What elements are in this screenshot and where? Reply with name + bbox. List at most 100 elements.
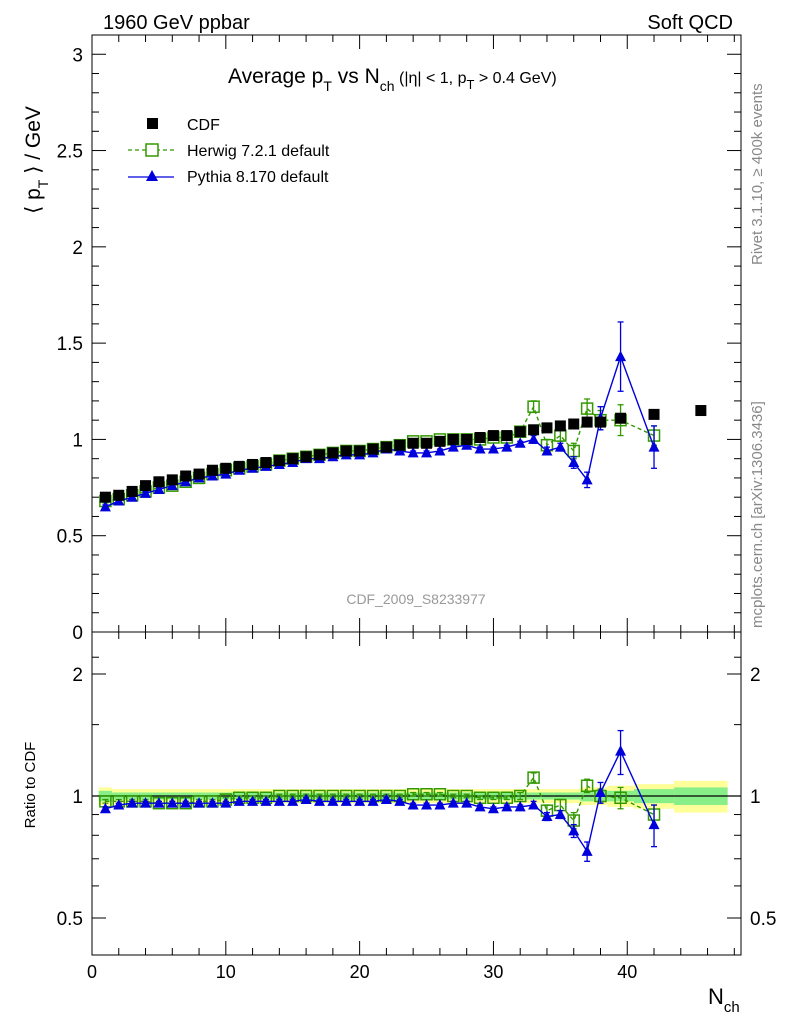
ratio-y-tick-label: 1 — [72, 787, 83, 808]
cdf-point — [233, 460, 245, 472]
cdf-point — [354, 445, 366, 457]
pythia-point — [541, 444, 553, 456]
pythia-point — [153, 797, 165, 808]
pythia-point — [367, 795, 379, 806]
cdf-point — [140, 480, 152, 492]
pythia-point — [447, 441, 459, 452]
pythia-point — [528, 433, 540, 444]
cdf-point — [260, 457, 272, 469]
legend-item-cdf: CDF — [147, 117, 220, 134]
herwig-point — [580, 402, 594, 415]
cdf-point — [528, 424, 540, 436]
y-tick-label: 2 — [72, 238, 83, 259]
y-tick-label: 1 — [72, 430, 83, 451]
pythia-point — [407, 446, 419, 458]
pythia-point — [140, 487, 152, 498]
pythia-point — [648, 441, 660, 452]
pythia-point — [380, 793, 392, 805]
pythia-point — [153, 483, 165, 494]
cdf-point — [474, 431, 486, 443]
cdf-point — [487, 430, 499, 442]
mcplots-source-label: mcplots.cern.ch [arXiv:1306.3436] — [749, 401, 766, 628]
cdf-point — [153, 476, 165, 488]
x-tick-label: 30 — [483, 962, 503, 982]
cdf-point — [380, 441, 392, 453]
pythia-point — [233, 795, 245, 806]
herwig-point — [614, 791, 627, 805]
x-axis-label: Nch — [708, 984, 740, 1016]
herwig-point — [580, 779, 594, 792]
pythia-point — [554, 808, 566, 820]
herwig-point — [527, 771, 540, 784]
pythia-point — [554, 441, 566, 452]
legend-marker-pythia — [146, 170, 158, 181]
pythia-point — [206, 797, 218, 808]
y-tick-label: 3 — [72, 45, 83, 66]
legend-label-herwig: Herwig 7.2.1 default — [187, 143, 330, 160]
cdf-point — [514, 426, 526, 438]
cdf-point — [434, 435, 446, 447]
pythia-point — [501, 800, 513, 812]
pythia-point — [421, 446, 433, 458]
cdf-point — [461, 433, 473, 445]
pythia-point — [126, 797, 138, 808]
y-tick-label: 1.5 — [57, 334, 83, 355]
pythia-point — [514, 800, 526, 812]
pythia-line — [105, 749, 655, 854]
cdf-point — [594, 416, 606, 428]
pythia-point — [528, 799, 540, 810]
cdf-point — [247, 458, 259, 470]
pythia-point — [581, 473, 593, 485]
main-plot-area — [99, 321, 707, 512]
cdf-point — [273, 455, 285, 467]
pythia-point — [648, 818, 660, 830]
cdf-point — [126, 485, 138, 497]
legend-label-pythia: Pythia 8.170 default — [187, 169, 329, 186]
pythia-point — [615, 350, 627, 362]
ratio-panel-frame — [91, 631, 742, 956]
pythia-point — [474, 800, 486, 812]
pythia-point — [220, 797, 232, 808]
legend-label-cdf: CDF — [187, 117, 220, 134]
cdf-point — [287, 453, 299, 465]
y-tick-label: 2.5 — [57, 142, 83, 163]
analysis-id: CDF_2009_S8233977 — [346, 591, 486, 607]
cdf-point — [541, 422, 553, 434]
pythia-point — [193, 797, 205, 808]
process-label: Soft QCD — [647, 12, 733, 34]
y-tick-label: 0.5 — [57, 527, 83, 548]
legend-item-pythia: Pythia 8.170 default — [128, 169, 329, 186]
pythia-point — [99, 802, 111, 814]
cdf-point — [99, 491, 111, 503]
pythia-point — [166, 797, 178, 808]
pythia-point — [247, 795, 259, 806]
pythia-point — [407, 799, 419, 810]
pythia-point — [354, 795, 366, 806]
herwig-line — [105, 776, 655, 822]
main-y-axis-label: ⟨ pT ⟩ / GeV — [22, 106, 51, 214]
cdf-point — [206, 464, 218, 476]
pythia-line — [105, 354, 655, 508]
cdf-point — [166, 474, 178, 486]
plot-title: Average pT vs Nch (|η| < 1, pT > 0.4 GeV… — [228, 65, 557, 94]
cdf-point — [313, 449, 325, 461]
cdf-point — [327, 447, 339, 459]
pythia-point — [487, 443, 499, 454]
cdf-point — [554, 420, 566, 432]
pythia-point — [434, 444, 446, 456]
cdf-point — [394, 439, 406, 451]
x-tick-label: 0 — [87, 962, 97, 982]
cdf-point — [568, 418, 580, 430]
pythia-point — [568, 456, 580, 468]
herwig-line — [105, 404, 655, 502]
ratio-y-tick-label-right: 2 — [750, 665, 761, 686]
pythia-point — [514, 437, 526, 448]
cdf-point — [615, 412, 627, 424]
axis-ticks: 0 10 20 30 400.511.522.530.5 0.51 12 20 — [57, 35, 776, 982]
pythia-point — [273, 795, 285, 806]
x-tick-label: 20 — [350, 962, 370, 982]
pythia-point — [615, 745, 627, 756]
pythia-point — [313, 795, 325, 806]
legend-marker-herwig — [145, 143, 159, 157]
